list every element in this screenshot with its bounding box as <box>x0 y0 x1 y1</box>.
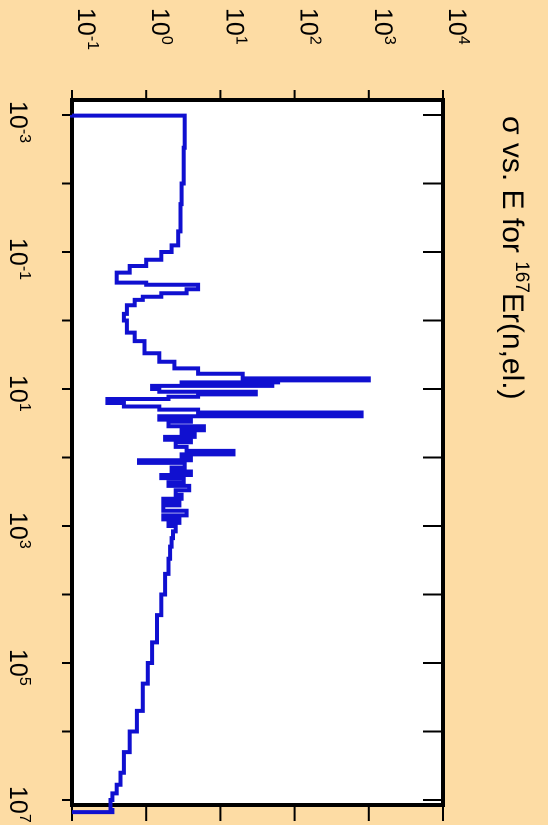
axis-ticks <box>62 90 444 821</box>
xs-tick-base: 10 <box>72 8 100 36</box>
energy-tick-exponent: 1 <box>16 403 33 412</box>
chart-title-part1: σ vs. E for <box>496 116 529 261</box>
energy-tick-base: 10 <box>4 512 32 540</box>
xs-tick-label: 104 <box>443 8 472 45</box>
xs-tick-base: 10 <box>146 8 174 36</box>
energy-tick-exponent: -3 <box>16 129 33 143</box>
xs-tick-exponent: 1 <box>232 36 249 45</box>
xs-tick-exponent: 0 <box>158 36 175 45</box>
xs-tick-base: 10 <box>369 8 397 36</box>
xs-tick-label: 101 <box>220 8 249 45</box>
energy-tick-base: 10 <box>4 649 32 677</box>
energy-tick-base: 10 <box>4 238 32 266</box>
xs-tick-exponent: 2 <box>307 36 324 45</box>
energy-tick-label: 103 <box>4 512 33 549</box>
xs-tick-base: 10 <box>220 8 248 36</box>
energy-tick-base: 10 <box>4 786 32 814</box>
chart-title: σ vs. E for 167Er(n,el.) <box>496 116 532 400</box>
plot-area <box>70 98 445 807</box>
energy-tick-exponent: 7 <box>16 814 33 823</box>
xs-tick-label: 103 <box>369 8 398 45</box>
chart-title-part2: Er(n,el.) <box>496 293 529 400</box>
xs-tick-label: 102 <box>295 8 324 45</box>
energy-tick-label: 10-3 <box>4 101 33 143</box>
chart-title-isotope: 167 <box>511 261 532 293</box>
energy-tick-base: 10 <box>4 101 32 129</box>
energy-tick-exponent: 3 <box>16 540 33 549</box>
xs-tick-base: 10 <box>295 8 323 36</box>
energy-tick-label: 10-1 <box>4 238 33 280</box>
series-line <box>70 113 371 815</box>
xs-tick-exponent: 4 <box>455 36 472 45</box>
energy-tick-exponent: 5 <box>16 677 33 686</box>
xs-tick-label: 100 <box>146 8 175 45</box>
xs-tick-base: 10 <box>443 8 471 36</box>
xs-tick-exponent: -1 <box>84 36 101 50</box>
xs-tick-label: 10-1 <box>72 8 101 50</box>
energy-tick-label: 101 <box>4 375 33 412</box>
energy-tick-label: 105 <box>4 649 33 686</box>
energy-tick-exponent: -1 <box>16 266 33 280</box>
energy-tick-label: 107 <box>4 786 33 823</box>
xs-tick-exponent: 3 <box>381 36 398 45</box>
energy-tick-base: 10 <box>4 375 32 403</box>
